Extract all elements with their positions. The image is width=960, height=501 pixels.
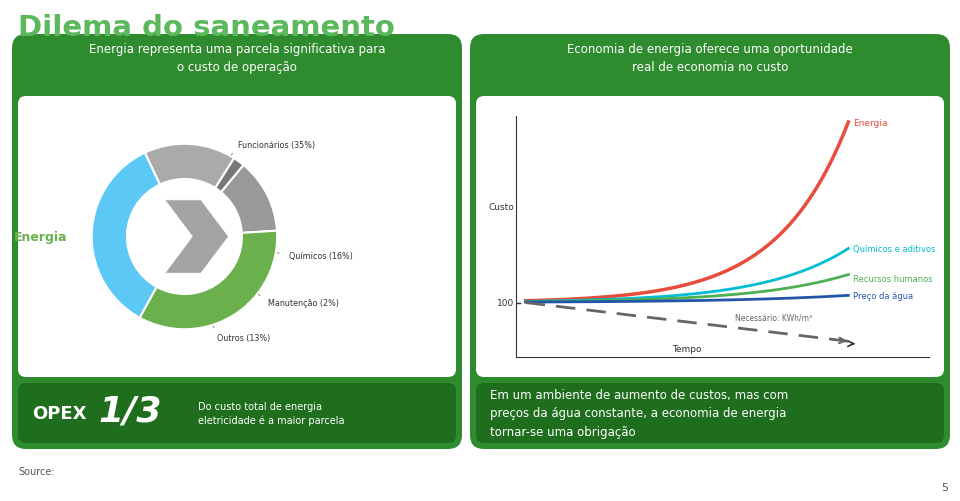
- Text: Químicos e aditivos: Químicos e aditivos: [853, 244, 936, 254]
- Text: Preço da água: Preço da água: [853, 291, 913, 300]
- Wedge shape: [92, 153, 160, 318]
- FancyBboxPatch shape: [470, 35, 950, 449]
- Text: Manutenção (2%): Manutenção (2%): [269, 298, 340, 307]
- Wedge shape: [145, 144, 234, 188]
- FancyBboxPatch shape: [18, 97, 456, 377]
- Text: Recursos humanos: Recursos humanos: [853, 274, 933, 283]
- Wedge shape: [215, 159, 244, 193]
- Polygon shape: [164, 200, 228, 274]
- Text: Custo: Custo: [489, 202, 515, 211]
- Wedge shape: [140, 231, 277, 330]
- Text: Energia representa uma parcela significativa para
o custo de operação: Energia representa uma parcela significa…: [88, 43, 385, 74]
- Text: Energia: Energia: [853, 118, 888, 127]
- Text: Outros (13%): Outros (13%): [217, 334, 271, 343]
- Text: Do custo total de energia
eletricidade é a maior parcela: Do custo total de energia eletricidade é…: [198, 401, 345, 425]
- Text: Source:: Source:: [18, 466, 55, 476]
- Text: 100: 100: [497, 299, 515, 308]
- Text: OPEX: OPEX: [32, 404, 86, 422]
- FancyBboxPatch shape: [476, 383, 944, 443]
- Text: Dilema do saneamento: Dilema do saneamento: [18, 14, 395, 42]
- Text: 1/3: 1/3: [98, 394, 161, 428]
- FancyBboxPatch shape: [18, 383, 456, 443]
- Text: Funcionários (35%): Funcionários (35%): [238, 140, 315, 149]
- Text: Economia de energia oferece uma oportunidade
real de economia no custo: Economia de energia oferece uma oportuni…: [567, 43, 852, 74]
- Text: Energia: Energia: [14, 230, 67, 243]
- FancyBboxPatch shape: [12, 35, 462, 449]
- FancyBboxPatch shape: [476, 97, 944, 377]
- Text: Em um ambiente de aumento de custos, mas com
preços da água constante, a economi: Em um ambiente de aumento de custos, mas…: [490, 388, 788, 438]
- Text: Tempo: Tempo: [672, 345, 702, 354]
- Text: Necessário: KWh/m³: Necessário: KWh/m³: [735, 313, 812, 322]
- Text: 5: 5: [941, 482, 948, 492]
- Wedge shape: [221, 166, 277, 233]
- Text: Químicos (16%): Químicos (16%): [290, 251, 353, 260]
